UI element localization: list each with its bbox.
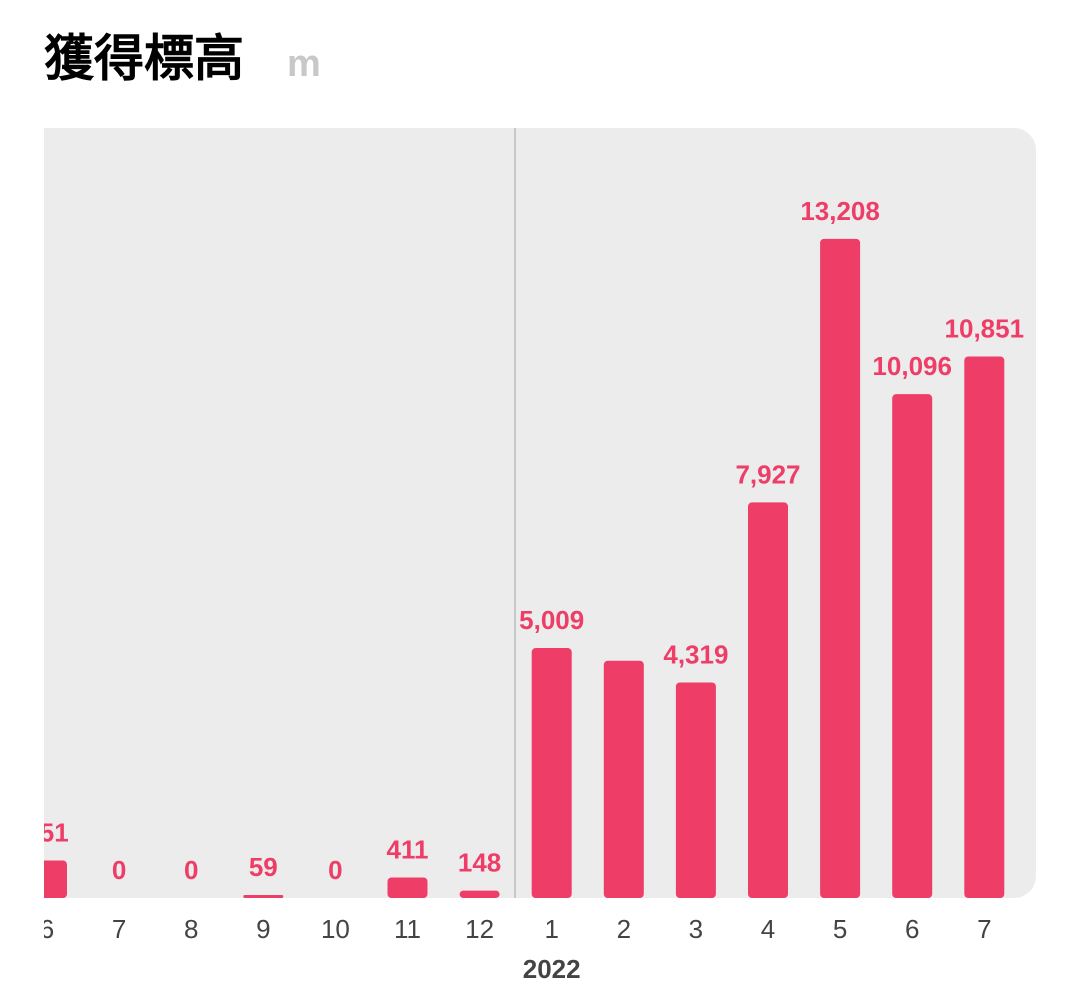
- bar: [387, 877, 428, 898]
- x-tick-label: 5: [833, 914, 847, 944]
- value-label: 7,927: [735, 459, 800, 489]
- value-label: 10,096: [872, 351, 952, 381]
- x-tick-label: 4: [761, 914, 775, 944]
- bar: [243, 895, 284, 898]
- value-label: 0: [328, 855, 342, 885]
- bar: [531, 648, 572, 898]
- bar: [748, 502, 788, 898]
- x-tick-label: 12: [465, 914, 494, 944]
- x-tick-label: 10: [321, 914, 350, 944]
- value-label: 10,851: [945, 313, 1025, 343]
- chart-title: 獲得標高: [44, 30, 244, 88]
- value-label: 0: [184, 855, 198, 885]
- unit-label: m: [287, 43, 321, 85]
- x-tick-label: 8: [184, 914, 198, 944]
- value-label: 5,009: [519, 605, 584, 635]
- x-tick-label: 7: [977, 914, 991, 944]
- bar: [603, 660, 644, 898]
- year-label: 2022: [523, 954, 581, 984]
- x-tick-label: 3: [689, 914, 703, 944]
- x-tick-label: 2: [617, 914, 631, 944]
- value-label: 411: [387, 834, 429, 864]
- value-label: 0: [112, 855, 126, 885]
- bar: [964, 356, 1005, 898]
- value-label: 59: [249, 852, 278, 882]
- x-tick-label: 6: [40, 914, 54, 944]
- value-label: 4,319: [663, 639, 728, 669]
- bar: [675, 682, 716, 898]
- x-tick-label: 1: [544, 914, 558, 944]
- x-tick-label: 11: [394, 914, 421, 944]
- value-label: 13,208: [800, 196, 880, 226]
- x-tick-label: 6: [905, 914, 919, 944]
- bar: [892, 394, 933, 898]
- bar: [459, 890, 500, 898]
- x-tick-label: 9: [256, 914, 270, 944]
- bar: [44, 860, 67, 898]
- x-tick-label: 7: [112, 914, 126, 944]
- plot-background: [44, 128, 1036, 898]
- bar: [820, 238, 861, 899]
- value-label: 751: [25, 817, 68, 847]
- value-label: 148: [458, 847, 501, 877]
